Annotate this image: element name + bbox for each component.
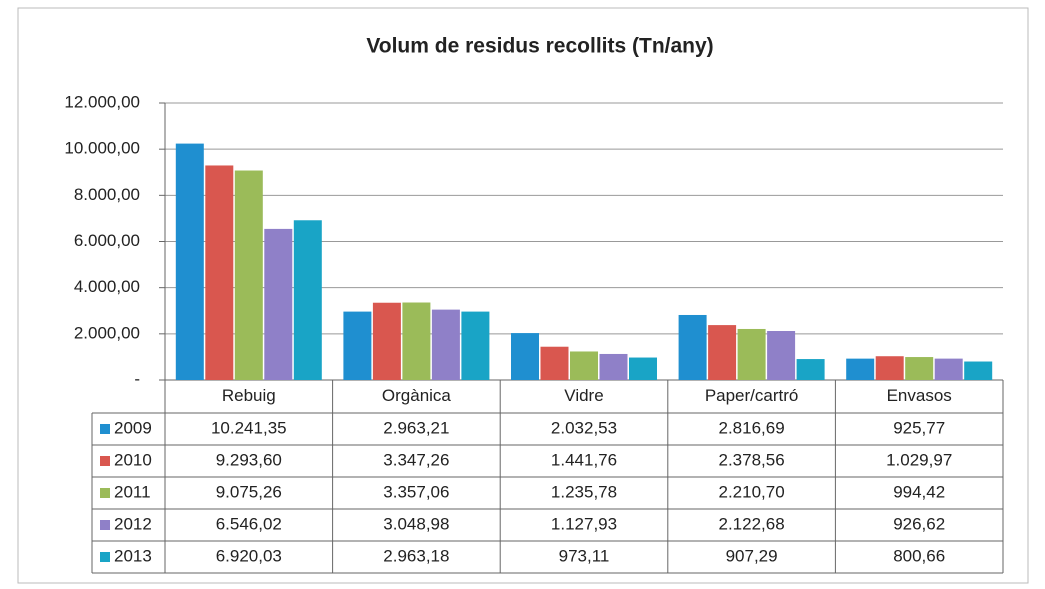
y-tick-label: - (134, 369, 140, 388)
bar (767, 331, 796, 380)
table-cell: 2.816,69 (719, 418, 785, 437)
legend-label: 2013 (114, 546, 152, 565)
bar (205, 165, 234, 380)
table-cell: 973,11 (559, 546, 610, 565)
bar (796, 359, 825, 380)
table-cell: 2.122,68 (719, 514, 785, 533)
bar (905, 357, 934, 380)
y-tick-label: 10.000,00 (64, 139, 140, 158)
table-cell: 2.963,21 (383, 418, 449, 437)
y-tick-label: 6.000,00 (74, 231, 140, 250)
table-cell: 2.032,53 (551, 418, 617, 437)
bar (599, 353, 628, 380)
x-tick-label: Rebuig (222, 386, 276, 405)
legend-label: 2012 (114, 514, 152, 533)
y-tick-label: 4.000,00 (74, 277, 140, 296)
legend-swatch (100, 488, 110, 498)
table-cell: 907,29 (726, 546, 778, 565)
bar (875, 356, 904, 380)
bar (461, 311, 490, 380)
table-cell: 9.075,26 (216, 482, 282, 501)
table-cell: 6.546,02 (216, 514, 282, 533)
bar (629, 357, 657, 380)
table-cell: 1.127,93 (551, 514, 617, 533)
legend-label: 2011 (114, 482, 151, 501)
bar (678, 314, 707, 380)
table-cell: 926,62 (893, 514, 945, 533)
bar (846, 358, 875, 380)
bar (934, 358, 963, 380)
bar (264, 228, 293, 380)
bar (372, 302, 401, 380)
y-tick-label: 8.000,00 (74, 185, 140, 204)
chart-title: Volum de residus recollits (Tn/any) (366, 35, 713, 58)
table-cell: 9.293,60 (216, 450, 282, 469)
table-cell: 3.357,06 (383, 482, 449, 501)
table-cell: 10.241,35 (211, 418, 287, 437)
bar (570, 351, 598, 380)
bar (708, 325, 737, 380)
x-tick-label: Paper/cartró (705, 386, 799, 405)
legend-swatch (100, 520, 110, 530)
legend-swatch (100, 456, 110, 466)
bar (175, 143, 204, 380)
y-tick-label: 2.000,00 (74, 323, 140, 342)
bar (293, 220, 322, 380)
bar (511, 333, 539, 380)
table-cell: 925,77 (893, 418, 945, 437)
table-cell: 1.441,76 (551, 450, 617, 469)
table-cell: 1.235,78 (551, 482, 617, 501)
bar (402, 302, 431, 380)
x-tick-label: Vidre (564, 386, 603, 405)
table-cell: 6.920,03 (216, 546, 282, 565)
bar (964, 361, 993, 380)
legend-label: 2009 (114, 418, 152, 437)
bar (234, 170, 263, 380)
table-cell: 2.378,56 (719, 450, 785, 469)
x-tick-label: Envasos (887, 386, 952, 405)
bar (431, 309, 460, 380)
table-cell: 1.029,97 (886, 450, 952, 469)
table-cell: 3.347,26 (383, 450, 449, 469)
table-cell: 2.963,18 (383, 546, 449, 565)
bar (737, 328, 766, 380)
legend-swatch (100, 424, 110, 434)
table-cell: 994,42 (893, 482, 945, 501)
chart-border (17, 7, 1029, 584)
legend-label: 2010 (114, 450, 152, 469)
x-tick-label: Orgànica (382, 386, 452, 405)
y-tick-label: 12.000,00 (64, 92, 140, 111)
legend-swatch (100, 552, 110, 562)
table-cell: 3.048,98 (383, 514, 449, 533)
table-cell: 800,66 (893, 546, 945, 565)
bar (540, 346, 569, 380)
table-cell: 2.210,70 (719, 482, 785, 501)
bar (343, 311, 372, 380)
